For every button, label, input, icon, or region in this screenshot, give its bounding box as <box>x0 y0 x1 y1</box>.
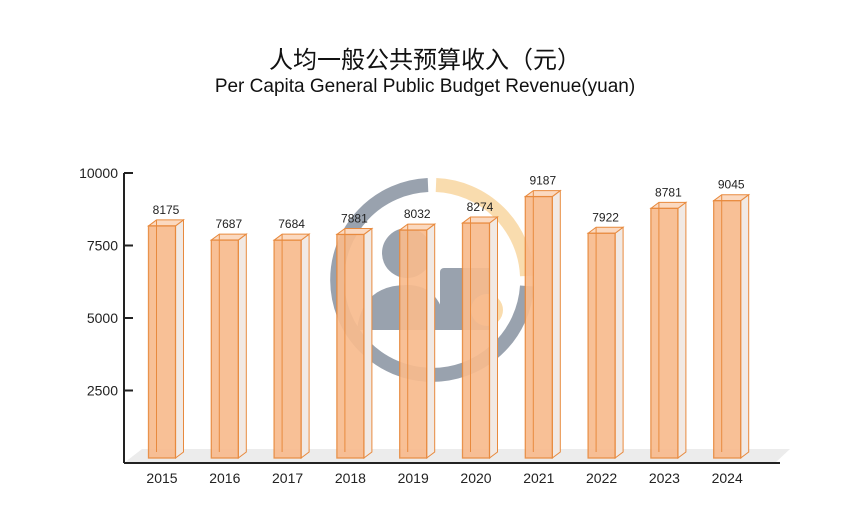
data-label: 8175 <box>153 203 180 217</box>
bar-2023 <box>649 201 688 459</box>
bar-2019 <box>398 223 437 459</box>
data-label: 7922 <box>592 210 619 224</box>
data-label: 8274 <box>467 200 494 214</box>
bar-front <box>650 207 679 459</box>
data-label: 8032 <box>404 207 431 221</box>
bar-front <box>461 222 491 459</box>
y-tick-label: 2500 <box>87 383 118 399</box>
bar-side <box>237 233 247 459</box>
bar-side <box>614 226 624 459</box>
bar-front <box>713 200 742 459</box>
bar-side <box>175 218 184 459</box>
bar-2021 <box>523 189 562 459</box>
bar-2015 <box>147 218 185 459</box>
watermark-ring-orange <box>435 178 534 277</box>
bar-front <box>399 229 428 459</box>
data-label: 7684 <box>278 217 305 231</box>
bar-front <box>336 233 365 459</box>
bar-side <box>551 189 561 459</box>
chart-subtitle: Per Capita General Public Budget Revenue… <box>214 76 636 97</box>
bar-side <box>740 193 750 459</box>
y-tick-label: 10000 <box>79 165 118 181</box>
x-tick-label: 2023 <box>649 470 680 486</box>
bar-side <box>300 233 310 459</box>
data-label: 9187 <box>529 174 556 188</box>
x-tick-label: 2024 <box>712 470 743 486</box>
bar-2017 <box>272 233 311 459</box>
data-label: 7881 <box>341 211 368 225</box>
bar-2024 <box>712 193 751 459</box>
bar-front <box>273 239 302 459</box>
bar-front <box>587 232 616 459</box>
data-label: 8781 <box>655 185 682 199</box>
data-label: 7687 <box>215 217 242 231</box>
bar-side <box>677 201 687 459</box>
y-tick-label: 5000 <box>87 310 118 326</box>
data-label: 9045 <box>718 178 745 192</box>
x-tick-label: 2019 <box>398 470 429 486</box>
x-tick-label: 2022 <box>586 470 617 486</box>
x-tick-label: 2017 <box>272 470 303 486</box>
x-tick-label: 2021 <box>523 470 554 486</box>
bar-2022 <box>586 226 625 459</box>
bar-side <box>363 227 373 459</box>
y-tick-label: 7500 <box>87 238 118 254</box>
bar-side <box>426 223 436 459</box>
bar-front <box>210 239 239 459</box>
bar-front <box>524 195 553 459</box>
bar-2016 <box>209 233 248 459</box>
x-tick-label: 2015 <box>146 470 177 486</box>
x-tick-label: 2020 <box>460 470 491 486</box>
bar-2020 <box>461 216 499 459</box>
chart-title: 人均一般公共预算收入（元） <box>269 46 581 74</box>
x-tick-label: 2018 <box>335 470 366 486</box>
bar-2018 <box>335 227 374 459</box>
bar-side <box>489 216 498 459</box>
bar-front <box>147 225 177 459</box>
x-tick-label: 2016 <box>209 470 240 486</box>
